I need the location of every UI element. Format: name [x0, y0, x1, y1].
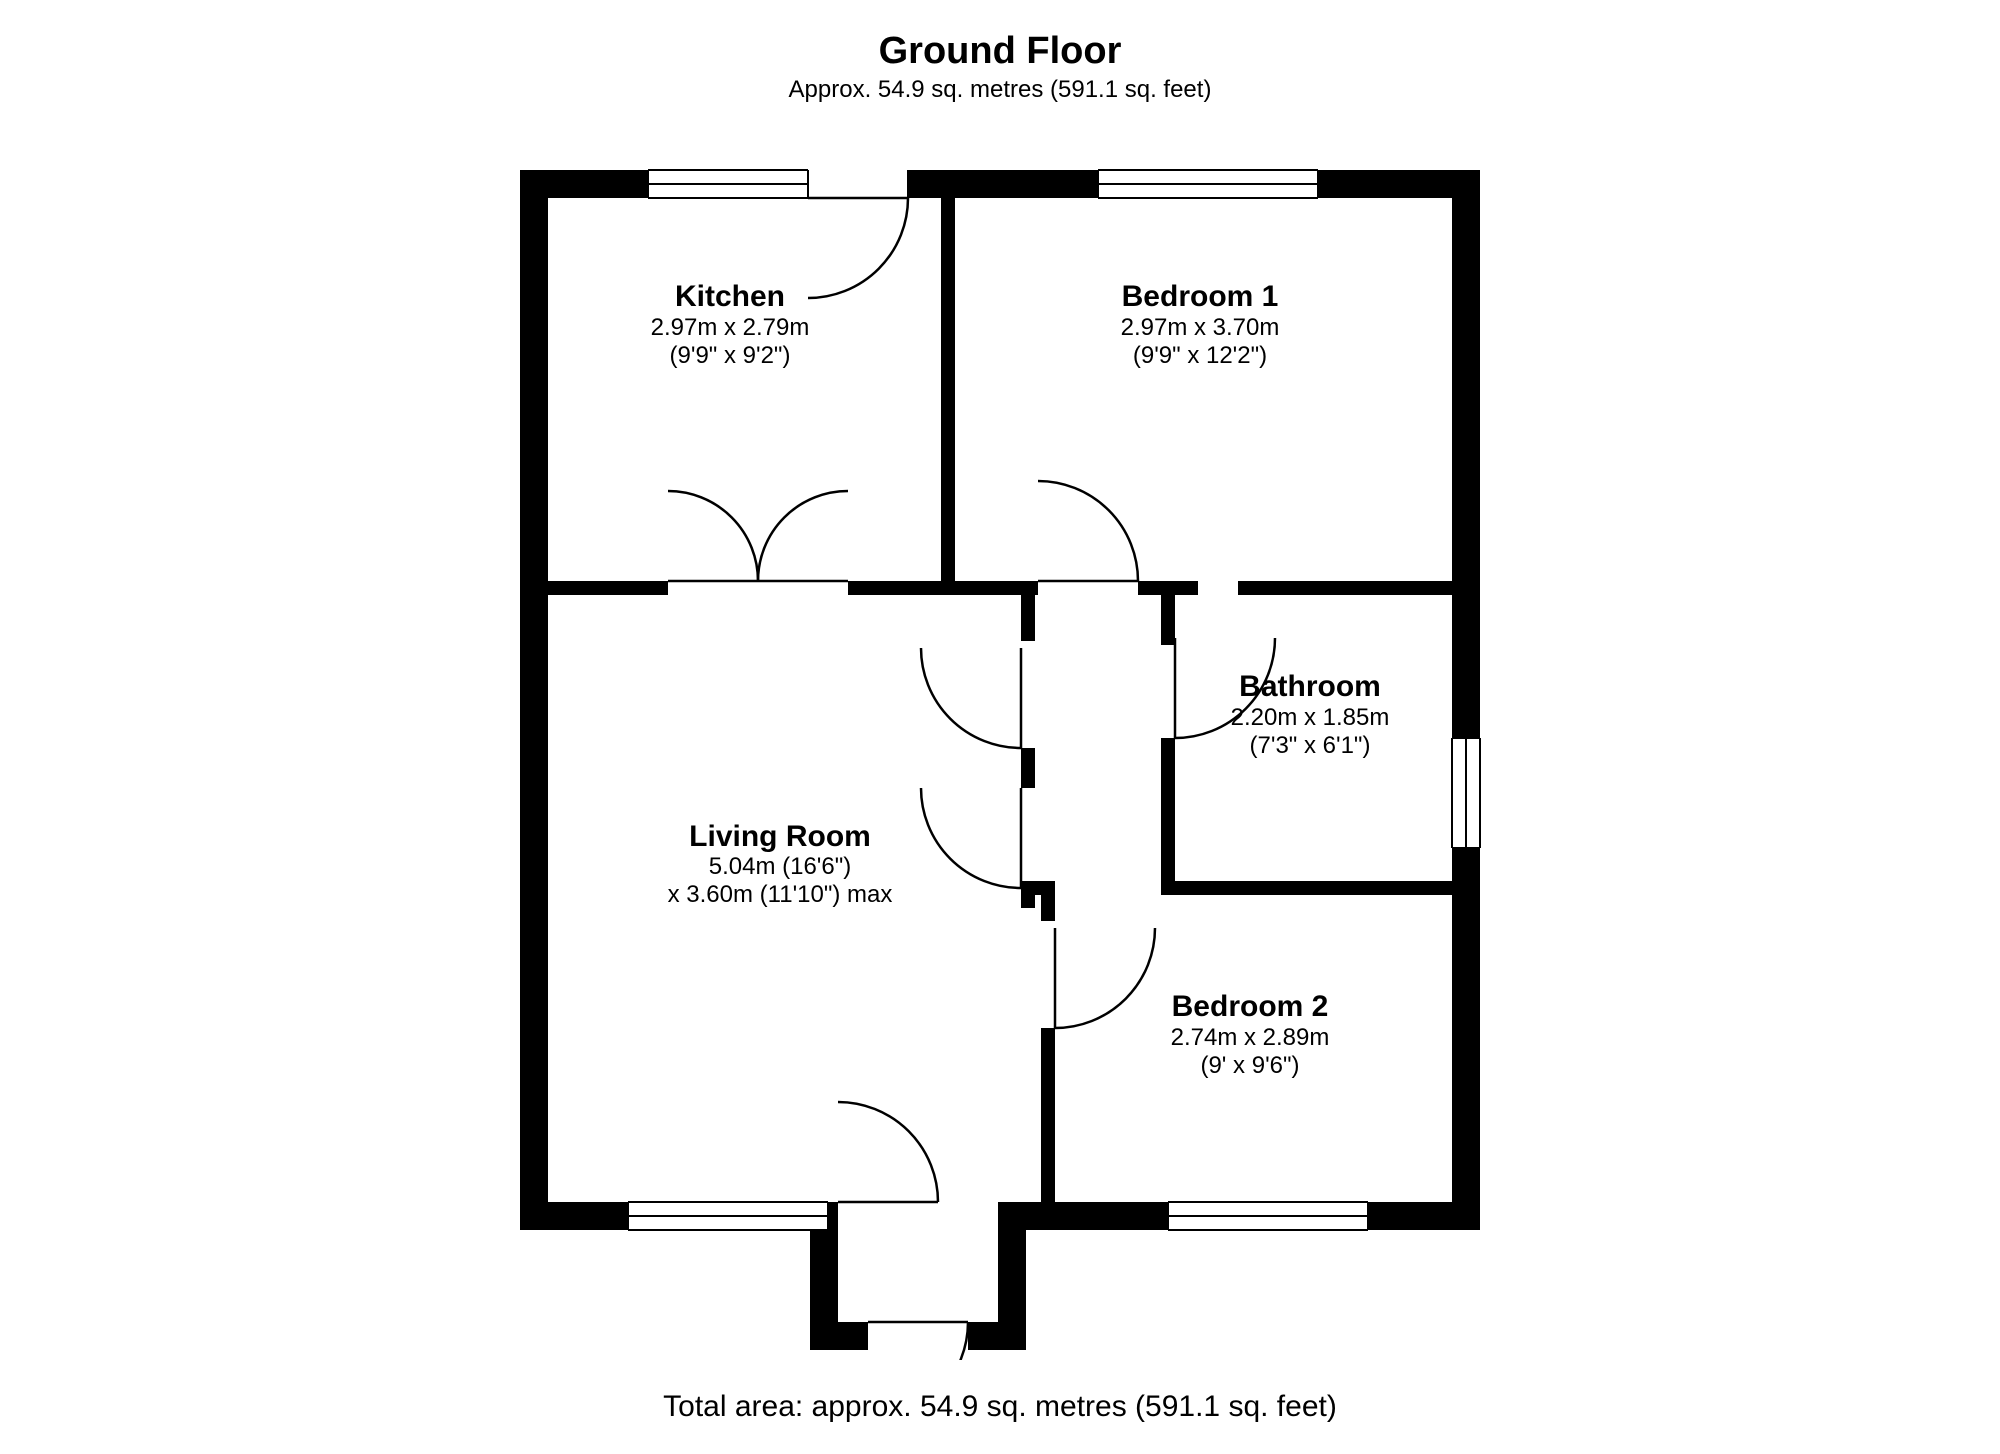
kitchen-label: Kitchen 2.97m x 2.79m (9'9" x 9'2") [580, 280, 880, 370]
total-area-footer: Total area: approx. 54.9 sq. metres (591… [0, 1390, 2000, 1424]
bathroom-label: Bathroom 2.20m x 1.85m (7'3" x 6'1") [1160, 670, 1460, 760]
bedroom1-label: Bedroom 1 2.97m x 3.70m (9'9" x 12'2") [1050, 280, 1350, 370]
living-room-label: Living Room 5.04m (16'6") x 3.60m (11'10… [600, 820, 960, 909]
floorplan-page: Ground Floor Approx. 54.9 sq. metres (59… [0, 0, 2000, 1454]
bedroom2-label: Bedroom 2 2.74m x 2.89m (9' x 9'6") [1100, 990, 1400, 1080]
page-title: Ground Floor [0, 30, 2000, 73]
page-subtitle: Approx. 54.9 sq. metres (591.1 sq. feet) [0, 76, 2000, 104]
